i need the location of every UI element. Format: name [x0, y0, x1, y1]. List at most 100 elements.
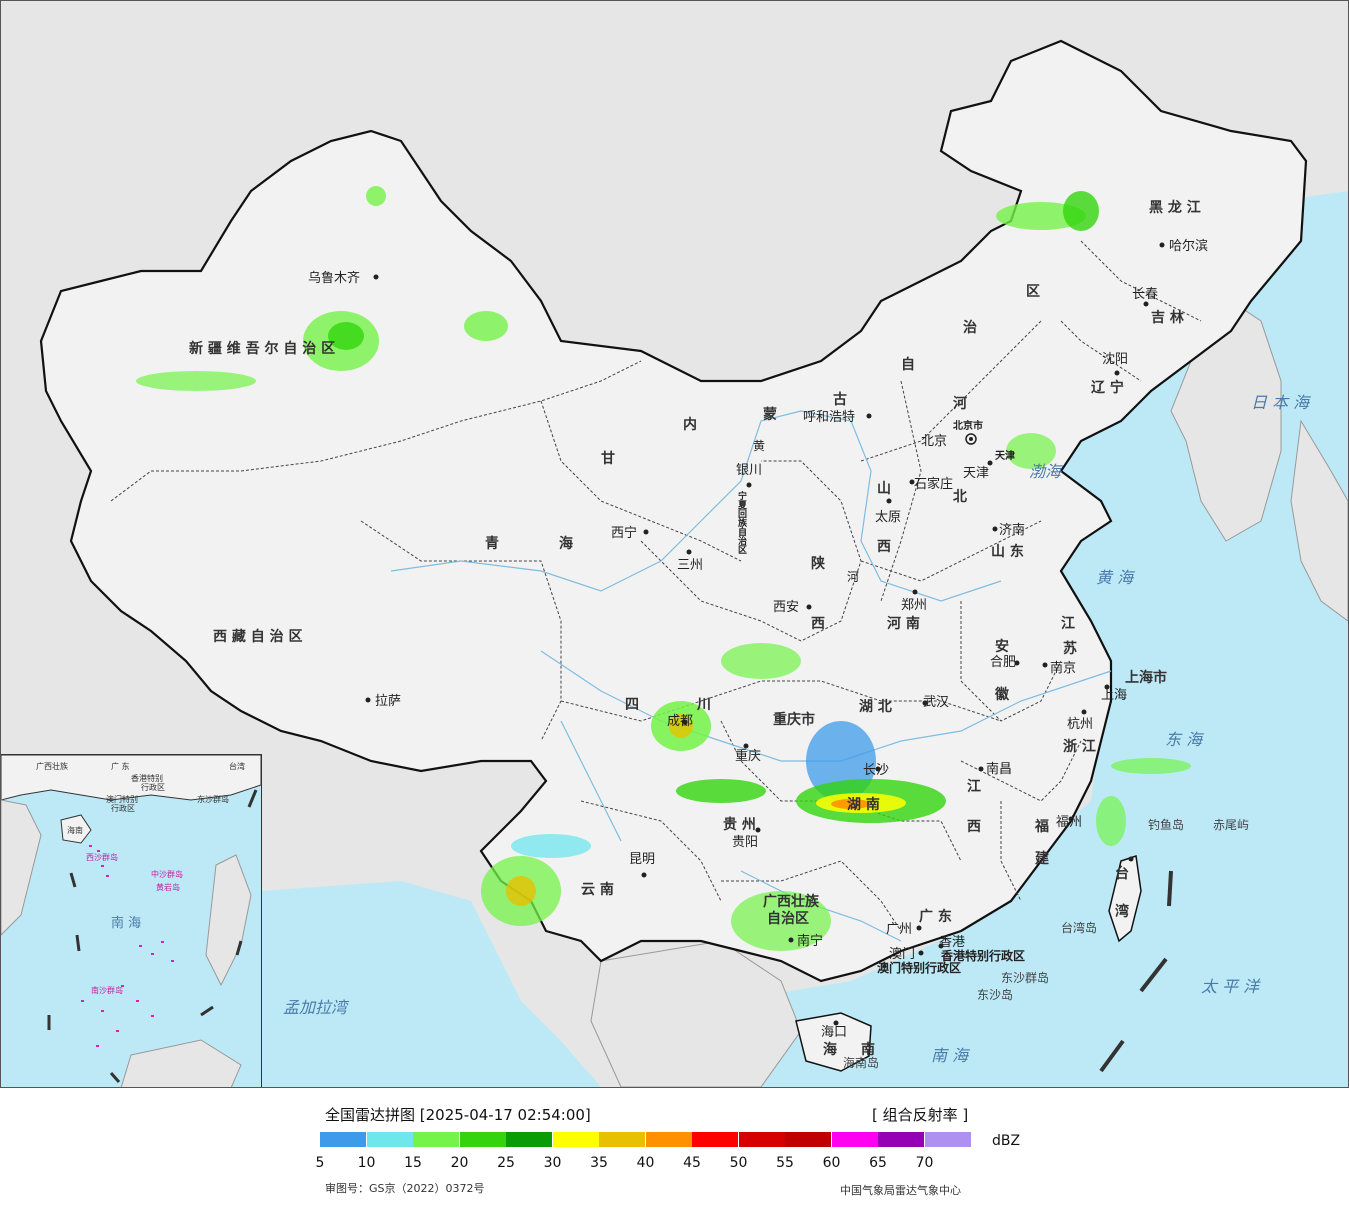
scale-tick-label: 20: [450, 1155, 469, 1171]
city-label: 成都: [667, 714, 693, 729]
province-label: 四: [625, 697, 639, 713]
province-label: 蒙: [763, 406, 777, 423]
city-label: 福州: [1056, 815, 1082, 830]
province-label: 浙 江: [1063, 738, 1096, 755]
sea-label: 南 海: [931, 1046, 970, 1065]
city-labels: 乌鲁木齐 拉萨 西宁 三州 银川 呼和浩特 哈尔滨 长春 沈阳 北京 天津 石家…: [308, 238, 1208, 1040]
province-label: 山 东: [991, 543, 1024, 560]
inset-label: 东沙群岛: [197, 794, 229, 804]
province-label: 江: [967, 778, 981, 795]
city-label: 太原: [875, 510, 901, 525]
color-swatch: [924, 1132, 971, 1147]
province-labels: 新 疆 维 吾 尔 自 治 区 西 藏 自 治 区 青 海 甘 内 蒙 古 自 …: [189, 199, 1201, 1058]
japan-islands: [1290, 419, 1348, 622]
inset-philippines: [205, 854, 252, 987]
province-label: 陕: [811, 555, 825, 572]
city-label: 济南: [999, 522, 1025, 538]
province-label: 海: [823, 1041, 837, 1058]
scale-tick-label: 5: [315, 1155, 325, 1171]
legend-title: 全国雷达拼图 [2025-04-17 02:54:00]: [325, 1106, 591, 1124]
city-label: 广州: [886, 922, 912, 937]
province-label: 西: [811, 616, 825, 632]
province-label: 甘: [601, 450, 615, 467]
inset-label: 澳门特别: [106, 794, 138, 804]
inset-label: 西沙群岛: [86, 852, 118, 862]
inset-label: 广 东: [111, 761, 130, 771]
province-label: 西 藏 自 治 区: [213, 628, 303, 645]
province-label: 西: [877, 539, 891, 555]
river-label: 河: [847, 570, 859, 584]
color-swatch: [320, 1132, 366, 1147]
city-label: 石家庄: [914, 476, 953, 492]
main-map-canvas: 新 疆 维 吾 尔 自 治 区 西 藏 自 治 区 青 海 甘 内 蒙 古 自 …: [39, 39, 1348, 1087]
scale-tick-label: 70: [915, 1155, 934, 1171]
river-label: 黄: [753, 439, 765, 453]
city-label: 南宁: [797, 933, 823, 949]
color-swatch: [413, 1132, 459, 1147]
city-label: 澳门: [889, 946, 915, 962]
province-label: 云 南: [581, 881, 614, 898]
scale-tick-label: 30: [543, 1155, 562, 1171]
inset-hainan: [60, 814, 92, 844]
sea-label: 太 平 洋: [1201, 977, 1261, 996]
province-label: 区: [1026, 284, 1040, 300]
sea-label: 东 海: [1165, 730, 1204, 749]
agency-name: 中国气象局雷达气象中心: [840, 1184, 961, 1197]
province-label: 天津: [995, 449, 1015, 462]
inset-vietnam: [1, 799, 42, 936]
inset-label: 海南: [67, 825, 83, 835]
province-label: 吉 林: [1151, 309, 1184, 326]
city-label: 南昌: [986, 761, 1012, 777]
province-label: 建: [1035, 850, 1049, 867]
color-swatch: [785, 1132, 831, 1147]
product-label: [ 组合反射率 ]: [872, 1106, 969, 1124]
city-label: 长春: [1132, 287, 1158, 302]
unit-label: dBZ: [992, 1133, 1021, 1149]
province-label: 广 东: [919, 908, 952, 925]
scale-tick-label: 45: [683, 1155, 701, 1171]
color-swatch: [599, 1132, 645, 1147]
city-label: 呼和浩特: [803, 410, 855, 425]
river-labels: 黄 河: [753, 439, 859, 584]
province-label: 南: [861, 1041, 875, 1058]
province-label: 贵 州: [723, 816, 756, 833]
city-label: 北京: [921, 434, 947, 449]
color-swatch: [738, 1132, 785, 1147]
inset-boundary-marks: [47, 789, 258, 1083]
city-label: 拉萨: [375, 694, 401, 709]
province-label: 新 疆 维 吾 尔 自 治 区: [189, 340, 335, 357]
sea-area-bengal: [261, 881, 601, 1087]
province-label: 自: [901, 356, 915, 373]
sea-label: 日 本 海: [1251, 393, 1311, 412]
island-label: 东沙群岛: [1001, 970, 1049, 985]
radar-map: 新 疆 维 吾 尔 自 治 区 西 藏 自 治 区 青 海 甘 内 蒙 古 自 …: [0, 0, 1349, 1088]
china-territory: [39, 39, 1308, 983]
indochina: [590, 940, 802, 1087]
island-label: 钓鱼岛: [1148, 817, 1184, 832]
sea-label: 孟加拉湾: [283, 998, 350, 1017]
legend-panel: 全国雷达拼图 [2025-04-17 02:54:00] [ 组合反射率 ] 5…: [0, 1088, 1349, 1208]
province-label: 宁夏回族自治区: [736, 490, 748, 554]
color-swatch: [692, 1132, 738, 1147]
province-label: 治: [963, 319, 977, 336]
scale-tick-label: 15: [404, 1155, 422, 1171]
taiwan-island-shape: [1108, 855, 1142, 943]
province-label: 福: [1034, 818, 1049, 835]
province-label: 海: [559, 535, 573, 552]
city-label: 沈阳: [1102, 352, 1128, 367]
city-label: 长沙: [863, 763, 889, 778]
island-label: 赤尾屿: [1213, 818, 1249, 832]
city-label: 昆明: [629, 852, 655, 867]
province-label: 古: [833, 391, 847, 408]
island-label: 台湾岛: [1061, 920, 1097, 935]
city-label: 上海: [1101, 688, 1127, 703]
island-label: 东沙岛: [977, 987, 1013, 1002]
city-label: 郑州: [901, 598, 927, 613]
city-label: 西宁: [611, 525, 637, 541]
color-swatch: [366, 1132, 413, 1147]
inset-label: 黄岩岛: [156, 882, 180, 892]
province-label: 北: [953, 489, 967, 505]
province-label: 北京市: [953, 419, 983, 432]
inset-label: 南 海: [111, 915, 141, 931]
scale-tick-label: 55: [776, 1155, 794, 1171]
